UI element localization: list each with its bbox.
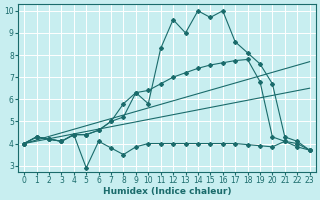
X-axis label: Humidex (Indice chaleur): Humidex (Indice chaleur) — [103, 187, 231, 196]
